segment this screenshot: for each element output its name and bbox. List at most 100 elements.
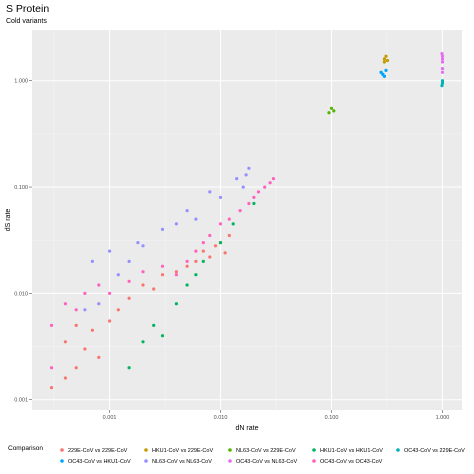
data-point bbox=[247, 166, 251, 170]
data-point bbox=[160, 273, 165, 277]
y-axis-ticks: 0.001 0.010 0.100 1.000 bbox=[14, 79, 32, 404]
legend-key bbox=[312, 448, 316, 452]
data-point bbox=[49, 386, 54, 390]
data-point bbox=[141, 244, 145, 248]
data-point bbox=[127, 259, 131, 263]
data-point bbox=[194, 273, 198, 277]
data-point bbox=[194, 249, 198, 253]
data-point bbox=[201, 249, 205, 253]
data-point bbox=[440, 81, 445, 85]
data-point bbox=[174, 222, 178, 226]
series-group bbox=[379, 68, 388, 78]
data-point bbox=[83, 308, 87, 312]
legend-key bbox=[144, 448, 148, 452]
data-point bbox=[49, 323, 54, 327]
data-point bbox=[108, 291, 112, 295]
data-point bbox=[141, 340, 145, 344]
data-point bbox=[271, 177, 276, 181]
data-point bbox=[83, 347, 87, 351]
legend-title: Comparison bbox=[8, 445, 43, 452]
data-point bbox=[440, 60, 445, 64]
data-point bbox=[160, 264, 165, 268]
data-point bbox=[108, 319, 112, 323]
data-point bbox=[252, 195, 256, 199]
data-point bbox=[127, 366, 131, 370]
data-point bbox=[440, 67, 445, 71]
series-group bbox=[49, 177, 276, 370]
y-tick-label: 0.100 bbox=[14, 185, 28, 191]
data-point bbox=[238, 209, 242, 213]
gridlines bbox=[32, 30, 462, 410]
x-tick-label: 0.100 bbox=[325, 415, 339, 421]
data-point bbox=[194, 259, 198, 263]
data-point bbox=[208, 190, 212, 194]
data-point bbox=[218, 222, 223, 226]
data-point bbox=[74, 308, 78, 312]
x-axis-ticks: 0.001 0.010 0.100 1.000 bbox=[103, 410, 449, 421]
data-point bbox=[152, 323, 156, 327]
y-tick-label: 1.000 bbox=[14, 79, 28, 85]
data-point bbox=[227, 233, 231, 238]
data-point bbox=[174, 302, 178, 306]
data-point bbox=[440, 79, 445, 83]
data-point bbox=[208, 255, 212, 259]
data-point bbox=[385, 58, 390, 63]
data-point bbox=[384, 68, 388, 72]
data-point bbox=[174, 273, 178, 277]
data-point bbox=[49, 366, 54, 370]
data-point bbox=[263, 185, 267, 189]
data-point bbox=[241, 185, 245, 189]
y-tick-label: 0.001 bbox=[14, 398, 28, 404]
data-point bbox=[382, 60, 386, 64]
legend-label: OC43-CoV vs OC43-CoV bbox=[320, 459, 383, 465]
data-point bbox=[160, 334, 165, 338]
x-tick-label: 0.001 bbox=[103, 415, 117, 421]
series-group bbox=[440, 52, 445, 74]
data-point bbox=[256, 190, 261, 194]
legend-label: NL63-CoV vs NL63-CoV bbox=[152, 459, 212, 465]
legend-key bbox=[396, 448, 400, 452]
data-point bbox=[116, 308, 120, 312]
data-point bbox=[74, 323, 78, 327]
data-point bbox=[235, 177, 239, 181]
data-point bbox=[201, 259, 205, 263]
data-point bbox=[136, 241, 140, 245]
legend-label: OC43-CoV vs NL63-CoV bbox=[236, 459, 297, 465]
legend-label: HKU1-CoV vs 229E-CoV bbox=[152, 448, 213, 454]
data-point bbox=[108, 249, 112, 253]
data-point bbox=[185, 209, 189, 213]
data-point bbox=[185, 259, 189, 263]
data-point bbox=[185, 264, 189, 268]
x-tick-label: 0.010 bbox=[214, 415, 228, 421]
data-point bbox=[381, 72, 385, 76]
data-point bbox=[127, 296, 131, 300]
data-point bbox=[160, 227, 165, 231]
chart-subtitle: Cold variants bbox=[6, 18, 47, 25]
data-point bbox=[231, 222, 235, 226]
series-group bbox=[49, 233, 231, 390]
data-point bbox=[90, 328, 94, 332]
data-points bbox=[49, 52, 445, 390]
data-point bbox=[208, 233, 212, 238]
data-point bbox=[116, 273, 120, 277]
data-point bbox=[90, 259, 94, 263]
data-point bbox=[97, 355, 101, 359]
plot-panel bbox=[32, 30, 462, 410]
data-point bbox=[382, 57, 386, 61]
data-point bbox=[83, 291, 87, 295]
data-point bbox=[174, 270, 178, 274]
data-point bbox=[63, 340, 67, 344]
legend-key bbox=[312, 459, 316, 463]
legend-key bbox=[144, 459, 148, 463]
data-point bbox=[327, 111, 331, 115]
legend: Comparison 229E-CoV vs 229E-CoV HKU1-CoV … bbox=[8, 445, 465, 465]
legend-label: HKU1-CoV vs HKU1-CoV bbox=[320, 448, 383, 454]
data-point bbox=[268, 181, 272, 185]
data-point bbox=[247, 201, 251, 206]
data-point bbox=[244, 173, 248, 177]
data-point bbox=[97, 302, 101, 306]
data-point bbox=[141, 283, 145, 287]
data-point bbox=[152, 287, 156, 291]
y-axis-title: dS rate bbox=[5, 209, 12, 232]
data-point bbox=[218, 195, 223, 199]
